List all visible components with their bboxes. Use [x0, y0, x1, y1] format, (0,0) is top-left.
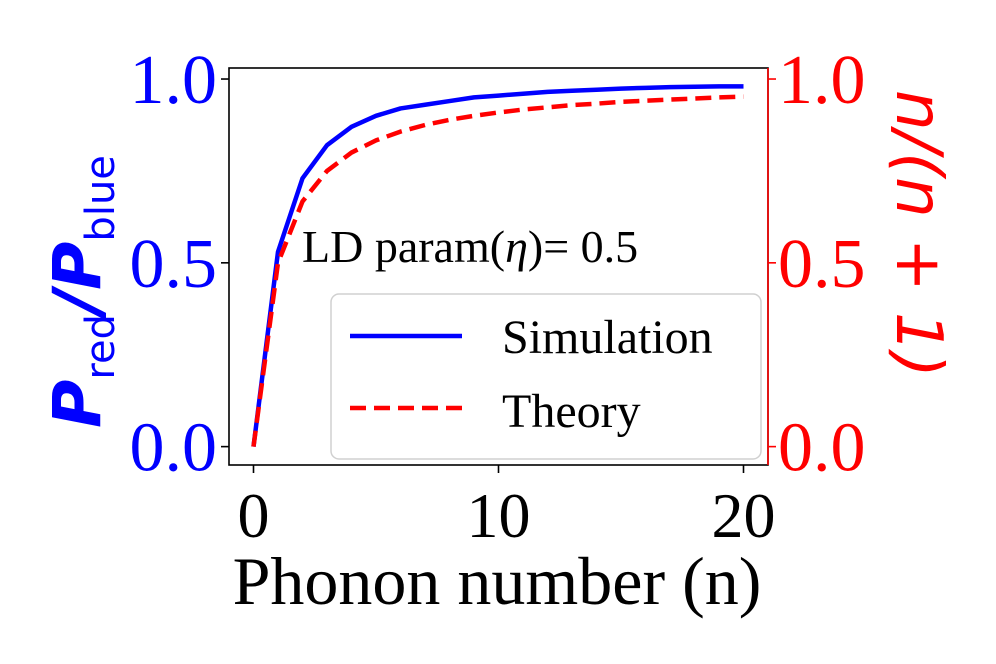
legend-theory-label: Theory — [502, 385, 641, 438]
annotation-suffix: )= 0.5 — [528, 221, 638, 272]
y-left-tick-label: 0.0 — [130, 410, 218, 487]
y-right-tick-label: 0.0 — [778, 410, 866, 487]
y-left-tick-label: 0.5 — [130, 226, 218, 303]
y-left-tick-label: 1.0 — [130, 42, 218, 119]
y-right-label-text: n/(n + 1) — [881, 90, 955, 378]
y-right-tick-label: 1.0 — [778, 42, 866, 119]
y-left-label-main: P — [39, 380, 116, 428]
y-left-label-main-2: P — [39, 242, 116, 290]
x-tick-label: 20 — [712, 480, 776, 551]
series-line-simulation — [251, 84, 744, 447]
annotation-prefix: LD param( — [302, 221, 505, 272]
x-tick-label: 10 — [467, 480, 531, 551]
annotation-eta: η — [505, 221, 528, 272]
y-axis-right-label: n/(n + 1) — [881, 90, 955, 378]
x-tick-label: 0 — [238, 480, 270, 551]
tick-layer: 0 10 200.00.51.00.00.51.0 — [130, 42, 866, 551]
annotation-text: LD param(η)= 0.5 — [302, 221, 638, 272]
y-left-label-sub-red: red — [78, 314, 124, 380]
y-left-label-sub-blue: blue — [78, 155, 124, 241]
x-axis-label: Phonon number (n) — [233, 543, 762, 619]
legend-simulation-label: Simulation — [502, 311, 713, 364]
legend: Simulation Theory — [330, 293, 762, 460]
y-right-tick-label: 0.5 — [778, 226, 866, 303]
series-layer — [251, 84, 744, 447]
y-axis-left-label: Pred/Pblue — [39, 155, 124, 428]
series-line-theory — [251, 94, 744, 447]
svg-text:Pred/Pblue: Pred/Pblue — [39, 155, 124, 428]
